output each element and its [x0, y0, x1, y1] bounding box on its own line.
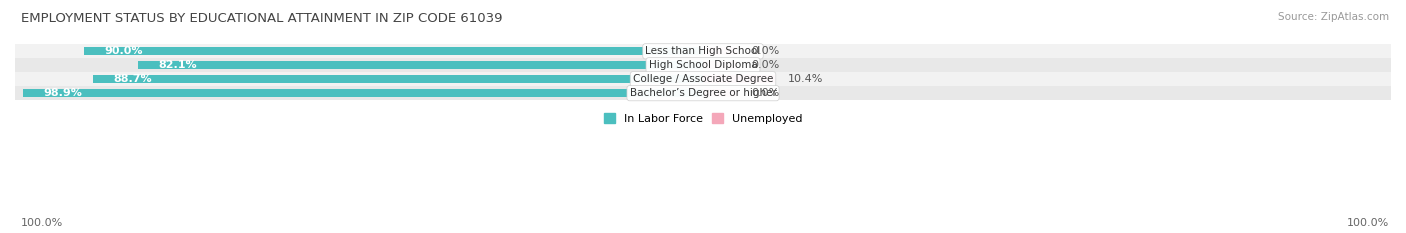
Text: 0.0%: 0.0%	[751, 88, 779, 98]
Text: 0.0%: 0.0%	[751, 60, 779, 70]
Text: 88.7%: 88.7%	[114, 74, 152, 84]
Text: Source: ZipAtlas.com: Source: ZipAtlas.com	[1278, 12, 1389, 22]
Text: 90.0%: 90.0%	[104, 46, 143, 56]
Bar	[703, 62, 737, 69]
Text: 100.0%: 100.0%	[21, 218, 63, 228]
Text: Less than High School: Less than High School	[645, 46, 761, 56]
Bar	[15, 58, 1391, 72]
Bar	[84, 48, 703, 55]
Bar	[138, 62, 703, 69]
Bar	[703, 75, 775, 83]
Bar	[15, 72, 1391, 86]
Text: Bachelor’s Degree or higher: Bachelor’s Degree or higher	[630, 88, 776, 98]
Bar	[703, 89, 737, 97]
Text: EMPLOYMENT STATUS BY EDUCATIONAL ATTAINMENT IN ZIP CODE 61039: EMPLOYMENT STATUS BY EDUCATIONAL ATTAINM…	[21, 12, 502, 25]
Bar	[15, 86, 1391, 100]
Text: High School Diploma: High School Diploma	[648, 60, 758, 70]
Legend: In Labor Force, Unemployed: In Labor Force, Unemployed	[599, 109, 807, 128]
Text: 10.4%: 10.4%	[789, 74, 824, 84]
Bar	[93, 75, 703, 83]
Text: 100.0%: 100.0%	[1347, 218, 1389, 228]
Text: College / Associate Degree: College / Associate Degree	[633, 74, 773, 84]
Text: 98.9%: 98.9%	[44, 88, 82, 98]
Text: 82.1%: 82.1%	[159, 60, 197, 70]
Bar	[703, 48, 737, 55]
Text: 0.0%: 0.0%	[751, 46, 779, 56]
Bar	[15, 44, 1391, 58]
Bar	[22, 89, 703, 97]
